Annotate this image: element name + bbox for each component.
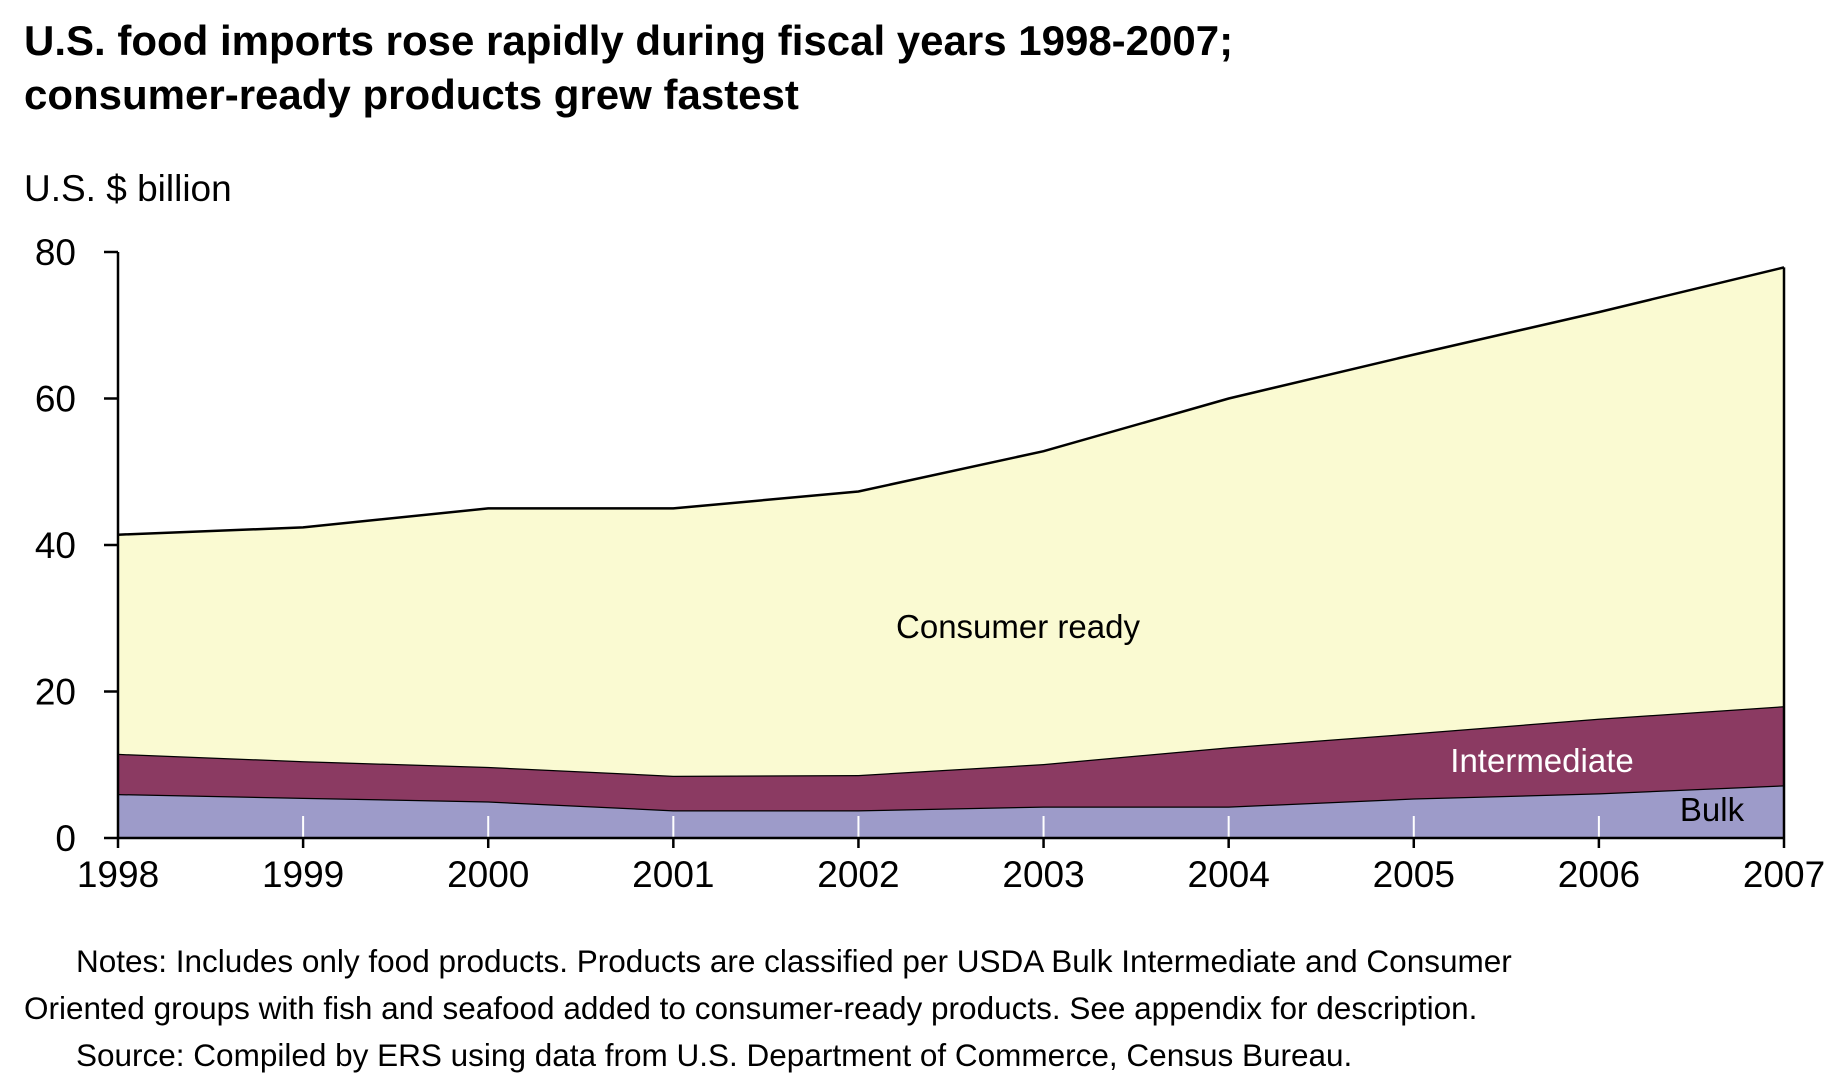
chart-minor-ticks [302,816,1600,838]
chart-plot: 0 20 40 60 80 1998 1999 2000 2001 2002 2003 2004 200… [35,232,1825,895]
y-tick-label-20: 20 [35,672,76,713]
x-tick-label-2001: 2001 [632,854,714,895]
area-line-consumer-ready [117,266,1785,536]
series-label-intermediate: Intermediate [1450,742,1633,779]
source-line: Source: Compiled by ERS using data from … [76,1037,1353,1073]
x-tick-label-1999: 1999 [262,854,344,895]
series-label-consumer-ready: Consumer ready [896,608,1140,645]
x-tick-label-2006: 2006 [1558,854,1640,895]
chart-title-line-1: U.S. food imports rose rapidly during fi… [24,17,1234,64]
y-tick-label-80: 80 [35,232,76,273]
chart-notes: Notes: Includes only food products. Prod… [24,938,1814,1079]
area-consumer-ready [118,267,1784,776]
chart-areas [117,266,1786,838]
chart-title-line-2: consumer-ready products grew fastest [24,71,799,118]
area-intermediate [118,706,1784,811]
notes-line-1: Notes: Includes only food products. Prod… [76,943,1512,979]
x-tick-label-2004: 2004 [1188,854,1270,895]
y-tick-label-60: 60 [35,379,76,420]
notes-line-2: Oriented groups with fish and seafood ad… [24,990,1478,1026]
y-axis-label: U.S. $ billion [24,168,232,209]
x-tick-label-1998: 1998 [77,854,159,895]
area-bulk [118,785,1784,838]
chart-axes [104,250,1786,848]
chart-series-labels: Bulk Intermediate Consumer ready [896,608,1745,828]
x-tick-label-2007: 2007 [1743,854,1825,895]
x-tick-label-2003: 2003 [1002,854,1084,895]
y-tick-label-40: 40 [35,525,76,566]
y-tick-label-0: 0 [55,818,76,859]
series-label-bulk: Bulk [1680,791,1745,828]
x-tick-label-2000: 2000 [447,854,529,895]
chart-title: U.S. food imports rose rapidly during fi… [24,14,1804,122]
x-tick-label-2005: 2005 [1373,854,1455,895]
chart-tick-labels: 0 20 40 60 80 1998 1999 2000 2001 2002 2003 2004 200… [35,232,1825,895]
x-tick-label-2002: 2002 [817,854,899,895]
